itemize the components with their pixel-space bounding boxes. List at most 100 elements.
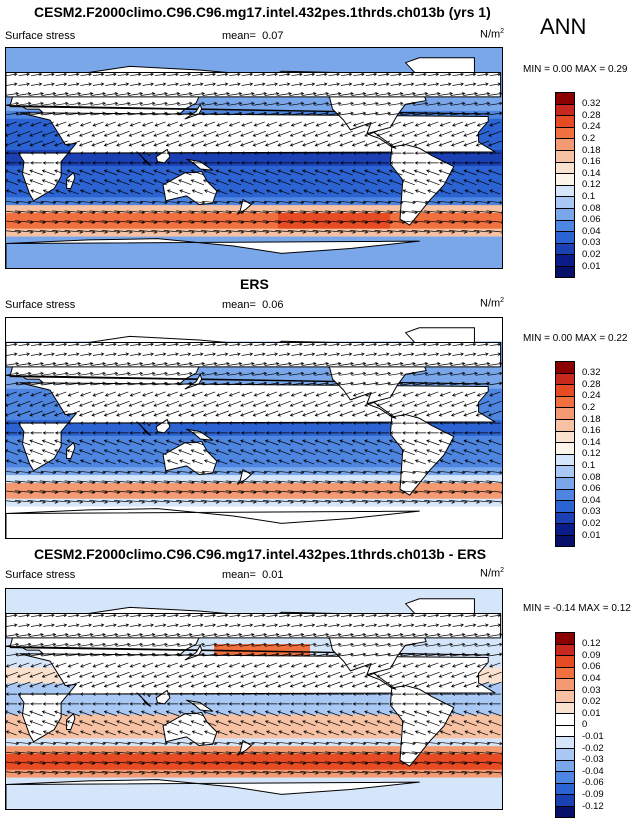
field-cell bbox=[246, 428, 255, 436]
field-cell bbox=[102, 182, 111, 190]
field-cell bbox=[110, 48, 119, 56]
field-cell bbox=[326, 48, 335, 56]
field-cell bbox=[382, 499, 391, 507]
field-cell bbox=[142, 514, 151, 522]
field-cell bbox=[486, 213, 495, 221]
field-cell bbox=[494, 326, 502, 334]
field-cell bbox=[134, 252, 143, 260]
field-cell bbox=[230, 260, 239, 268]
field-cell bbox=[62, 244, 71, 252]
field-cell bbox=[406, 318, 415, 326]
field-cell bbox=[46, 483, 55, 491]
colorbar-tick-label: 0.32 bbox=[582, 367, 601, 378]
field-cell bbox=[302, 530, 311, 538]
field-cell bbox=[198, 514, 207, 522]
field-cell bbox=[14, 334, 23, 342]
field-cell bbox=[246, 589, 255, 597]
field-cell bbox=[262, 318, 271, 326]
field-cell bbox=[134, 436, 143, 444]
field-cell bbox=[494, 483, 502, 491]
field-cell bbox=[238, 260, 247, 268]
field-cell bbox=[110, 514, 119, 522]
field-cell bbox=[62, 252, 71, 260]
field-cell bbox=[206, 499, 215, 507]
field-cell bbox=[262, 522, 271, 530]
field-cell bbox=[118, 182, 127, 190]
variable-label: Surface stress bbox=[5, 299, 75, 311]
field-cell bbox=[62, 48, 71, 56]
field-cell bbox=[14, 326, 23, 334]
field-cell bbox=[406, 48, 415, 56]
field-cell bbox=[422, 229, 431, 237]
field-cell bbox=[62, 318, 71, 326]
colorbar-swatch bbox=[555, 477, 575, 489]
colorbar-swatch bbox=[555, 127, 575, 139]
field-cell bbox=[126, 252, 135, 260]
season-label: ANN bbox=[540, 14, 586, 40]
field-cell bbox=[150, 252, 159, 260]
field-cell bbox=[142, 483, 151, 491]
field-cell bbox=[198, 522, 207, 530]
field-cell bbox=[254, 229, 263, 237]
field-cell bbox=[342, 252, 351, 260]
field-cell bbox=[222, 64, 231, 72]
field-cell bbox=[342, 444, 351, 452]
field-cell bbox=[446, 507, 455, 515]
field-cell bbox=[190, 229, 199, 237]
field-cell bbox=[286, 483, 295, 491]
field-cell bbox=[54, 260, 63, 268]
field-cell bbox=[6, 229, 15, 237]
field-cell bbox=[14, 244, 23, 252]
field-cell bbox=[30, 213, 39, 221]
field-cell bbox=[294, 64, 303, 72]
field-cell bbox=[326, 483, 335, 491]
field-cell bbox=[278, 318, 287, 326]
field-cell bbox=[126, 56, 135, 64]
field-cell bbox=[270, 189, 279, 197]
field-cell bbox=[302, 64, 311, 72]
field-cell bbox=[478, 260, 487, 268]
colorbar-swatch bbox=[555, 419, 575, 431]
field-cell bbox=[390, 318, 399, 326]
field-cell bbox=[278, 48, 287, 56]
field-cell bbox=[222, 158, 231, 166]
field-cell bbox=[46, 530, 55, 538]
field-cell bbox=[198, 48, 207, 56]
field-cell bbox=[134, 483, 143, 491]
field-cell bbox=[198, 260, 207, 268]
field-cell bbox=[454, 244, 463, 252]
colorbar-tick-label: 0.01 bbox=[582, 530, 601, 541]
field-cell bbox=[406, 244, 415, 252]
field-cell bbox=[438, 514, 447, 522]
field-cell bbox=[494, 56, 502, 64]
field-cell bbox=[366, 530, 375, 538]
field-cell bbox=[326, 56, 335, 64]
field-cell bbox=[494, 64, 502, 72]
field-cell bbox=[78, 334, 87, 342]
field-cell bbox=[54, 318, 63, 326]
field-cell bbox=[494, 459, 502, 467]
field-cell bbox=[134, 189, 143, 197]
field-cell bbox=[374, 48, 383, 56]
colorbar-swatch bbox=[555, 465, 575, 477]
field-cell bbox=[430, 514, 439, 522]
field-cell bbox=[462, 213, 471, 221]
field-cell bbox=[294, 530, 303, 538]
field-cell bbox=[110, 326, 119, 334]
field-cell bbox=[358, 326, 367, 334]
field-cell bbox=[94, 48, 103, 56]
field-cell bbox=[230, 252, 239, 260]
field-cell bbox=[382, 244, 391, 252]
field-cell bbox=[310, 48, 319, 56]
field-cell bbox=[422, 213, 431, 221]
field-cell bbox=[78, 318, 87, 326]
field-cell bbox=[38, 589, 47, 597]
field-cell bbox=[254, 522, 263, 530]
field-cell bbox=[62, 64, 71, 72]
field-cell bbox=[94, 260, 103, 268]
field-cell bbox=[438, 507, 447, 515]
field-cell bbox=[366, 182, 375, 190]
field-cell bbox=[486, 530, 495, 538]
field-cell bbox=[270, 499, 279, 507]
field-cell bbox=[22, 48, 31, 56]
